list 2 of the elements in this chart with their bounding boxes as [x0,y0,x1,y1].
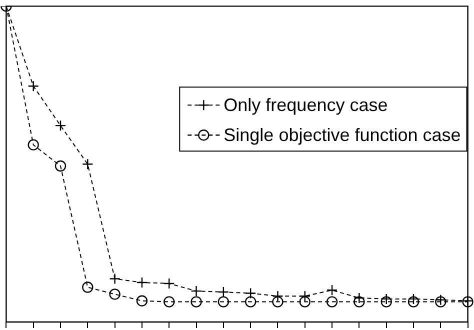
legend-label: Only frequency case [224,95,388,116]
legend-label: Single objective function case [224,125,461,146]
